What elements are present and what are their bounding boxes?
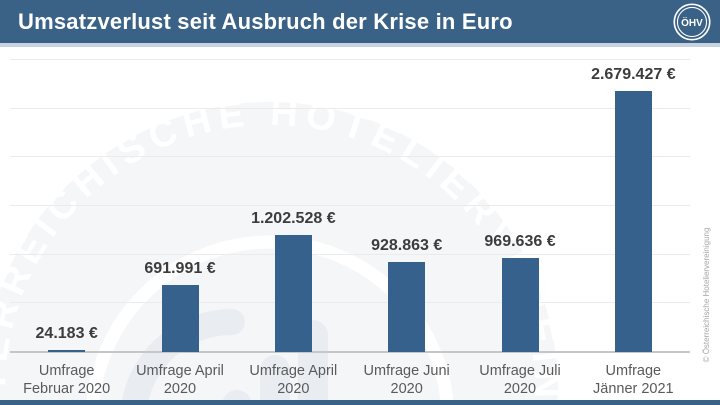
gridline: [10, 59, 690, 60]
category-label-line: Umfrage April: [249, 363, 338, 379]
footer-strip: [0, 400, 720, 405]
header-bar: Umsatzverlust seit Ausbruch der Krise in…: [0, 0, 720, 47]
value-label: 691.991 €: [144, 259, 216, 277]
category-label: Umfrage Jänner 2021: [577, 362, 690, 398]
category-label-line: Februar 2020: [23, 381, 111, 398]
plot-area: 24.183 €691.991 €1.202.528 €928.863 €969…: [10, 59, 690, 353]
gridline: [10, 107, 690, 109]
x-axis-labels: Umfrage Februar 2020 Umfrage April 2020 Umfr…: [10, 362, 690, 398]
category-label-line: Jänner 2021: [593, 381, 674, 398]
gridline: [10, 302, 690, 304]
gridline: [10, 156, 690, 158]
value-label: 24.183 €: [35, 324, 98, 342]
category-label: Umfrage April 2020: [123, 362, 236, 398]
category-label-line: 2020: [277, 381, 310, 398]
category-label-line: Umfrage April: [136, 363, 224, 379]
bar-umfrage-februar-2020: [48, 349, 86, 352]
bar-umfrage-juni-2020: [388, 261, 426, 352]
bar-umfrage-april-2020: [274, 234, 312, 352]
gridline: [10, 205, 690, 206]
value-label: 969.636 €: [484, 232, 556, 250]
category-label-line: Umfrage Juli: [479, 363, 561, 379]
oehv-logo-icon: ÖHV: [673, 3, 711, 41]
category-label-line: 2020: [163, 381, 197, 398]
category-label-line: 2020: [390, 381, 423, 398]
copyright-text: © Österreichische Hoteliervereinigung: [702, 227, 711, 363]
svg-text:ÖHV: ÖHV: [681, 16, 703, 29]
category-label: Umfrage Juni 2020: [350, 362, 463, 398]
value-label: 1.202.528 €: [251, 209, 336, 227]
category-label-line: Umfrage: [605, 363, 662, 379]
category-label: Umfrage April 2020: [237, 362, 350, 398]
value-label: 2.679.427 €: [591, 66, 676, 84]
bar-umfrage-j-nner-2021: [614, 91, 652, 352]
page-title: Umsatzverlust seit Ausbruch der Krise in…: [18, 8, 513, 34]
category-label: Umfrage Juli 2020: [463, 362, 576, 398]
category-label-line: 2020: [503, 381, 537, 398]
x-axis-line: [10, 351, 690, 353]
category-label-line: Umfrage: [38, 363, 95, 379]
bar-umfrage-april-2020: [161, 284, 199, 352]
bar-umfrage-juli-2020: [501, 257, 539, 352]
category-label-line: Umfrage Juni: [363, 363, 450, 379]
category-label: Umfrage Februar 2020: [10, 362, 123, 398]
